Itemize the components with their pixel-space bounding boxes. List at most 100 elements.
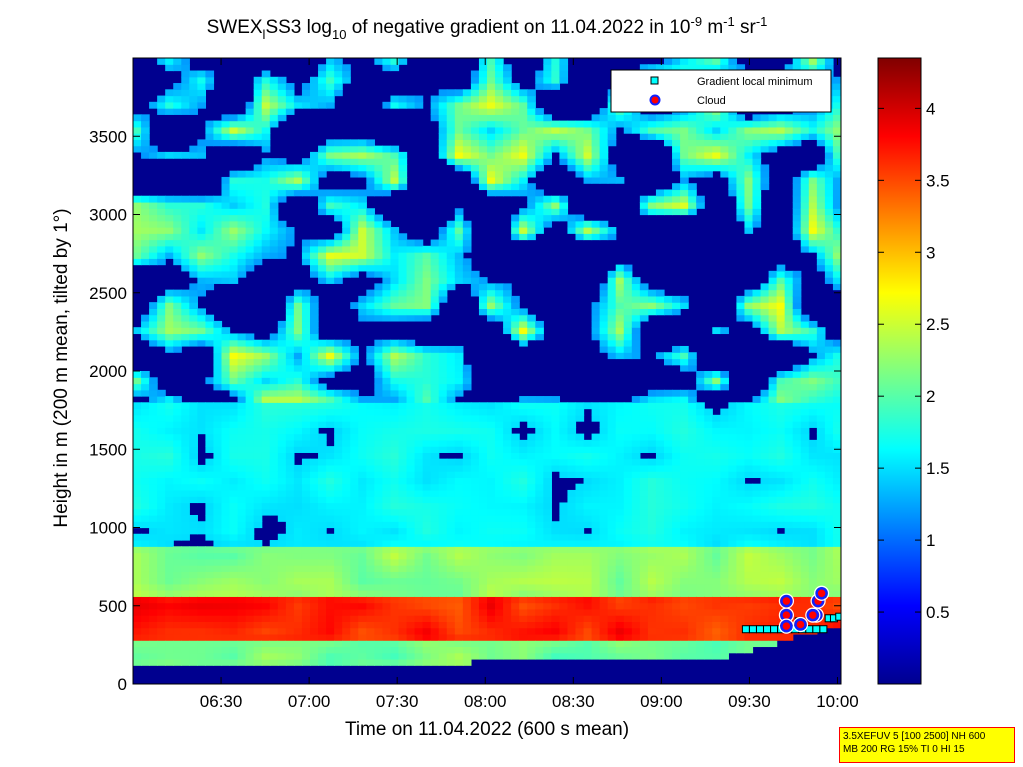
heatmap-cell (639, 433, 649, 441)
heatmap-cell (318, 615, 327, 622)
heatmap-cell (293, 308, 303, 316)
heatmap-cell (277, 114, 287, 122)
heatmap-cell (149, 621, 158, 629)
heatmap-cell (269, 170, 279, 178)
heatmap-cell (487, 427, 496, 435)
heatmap-cell (382, 633, 392, 641)
heatmap-cell (631, 302, 641, 309)
heatmap-cell (318, 496, 327, 504)
heatmap-cell (326, 95, 335, 103)
heatmap-cell (567, 464, 577, 472)
heatmap-cell (470, 120, 480, 128)
heatmap-cell (672, 195, 681, 203)
heatmap-cell (165, 577, 174, 585)
heatmap-cell (382, 577, 392, 585)
heatmap-cell (205, 446, 215, 453)
heatmap-cell (422, 270, 432, 278)
heatmap-cell (503, 70, 512, 78)
heatmap-cell (495, 108, 504, 115)
heatmap-cell (454, 546, 464, 554)
heatmap-cell (213, 277, 223, 284)
heatmap-cell (390, 277, 400, 284)
heatmap-cell (696, 133, 705, 140)
heatmap-cell (655, 646, 665, 654)
heatmap-cell (551, 571, 561, 579)
heatmap-cell (318, 402, 327, 410)
heatmap-cell (688, 195, 697, 203)
heatmap-cell (414, 621, 424, 629)
heatmap-cell (197, 521, 207, 529)
heatmap-cell (237, 139, 247, 147)
heatmap-cell (664, 458, 673, 466)
heatmap-cell (261, 414, 271, 422)
heatmap-cell (688, 477, 697, 485)
heatmap-cell (591, 640, 601, 648)
heatmap-cell (527, 158, 536, 166)
heatmap-cell (390, 345, 400, 353)
heatmap-cell (623, 527, 633, 535)
heatmap-cell (157, 608, 166, 616)
heatmap-cell (261, 358, 271, 366)
heatmap-cell (688, 133, 697, 140)
heatmap-cell (430, 590, 440, 597)
heatmap-cell (173, 452, 182, 460)
heatmap-cell (655, 633, 665, 641)
heatmap-cell (430, 615, 440, 622)
heatmap-cell (688, 590, 697, 597)
heatmap-cell (543, 646, 552, 654)
heatmap-cell (181, 527, 190, 535)
heatmap-cell (527, 602, 536, 610)
heatmap-cell (374, 615, 384, 622)
heatmap-cell (229, 652, 239, 660)
heatmap-cell (310, 383, 319, 391)
heatmap-cell (567, 227, 577, 234)
heatmap-cell (253, 389, 263, 397)
heatmap-cell (205, 239, 215, 247)
heatmap-cell (205, 70, 215, 78)
heatmap-cell (229, 133, 239, 140)
heatmap-cell (358, 508, 367, 516)
heatmap-cell (583, 176, 593, 184)
heatmap-cell (382, 421, 392, 428)
heatmap-cell (527, 627, 536, 635)
heatmap-cell (261, 126, 271, 134)
heatmap-cell (237, 433, 247, 441)
heatmap-cell (551, 402, 561, 410)
heatmap-cell (285, 652, 295, 660)
heatmap-cell (253, 89, 263, 97)
heatmap-cell (205, 602, 215, 610)
heatmap-cell (470, 608, 480, 616)
heatmap-cell (655, 608, 665, 616)
heatmap-cell (157, 201, 166, 209)
heatmap-cell (301, 383, 311, 391)
heatmap-cell (245, 208, 255, 216)
heatmap-cell (664, 139, 673, 147)
heatmap-cell (495, 640, 504, 648)
heatmap-cell (414, 496, 424, 504)
heatmap-cell (470, 502, 480, 510)
heatmap-cell (189, 214, 198, 222)
heatmap-cell (189, 521, 198, 529)
heatmap-cell (165, 396, 174, 403)
heatmap-cell (511, 302, 520, 309)
heatmap-cell (655, 352, 665, 360)
heatmap-cell (342, 252, 351, 259)
heatmap-cell (326, 139, 335, 147)
heatmap-cell (478, 458, 488, 466)
heatmap-cell (446, 602, 456, 610)
heatmap-cell (165, 514, 174, 522)
heatmap-cell (334, 546, 343, 554)
heatmap-cell (318, 540, 327, 547)
heatmap-cell (495, 477, 504, 485)
heatmap-cell (382, 358, 392, 366)
heatmap-cell (141, 464, 150, 472)
heatmap-cell (310, 540, 319, 547)
heatmap-cell (607, 277, 617, 284)
heatmap-cell (470, 527, 480, 535)
heatmap-cell (406, 577, 416, 585)
heatmap-cell (599, 571, 609, 579)
heatmap-cell (141, 621, 150, 629)
heatmap-cell (245, 433, 255, 441)
heatmap-cell (591, 483, 601, 491)
heatmap-cell (583, 652, 593, 660)
